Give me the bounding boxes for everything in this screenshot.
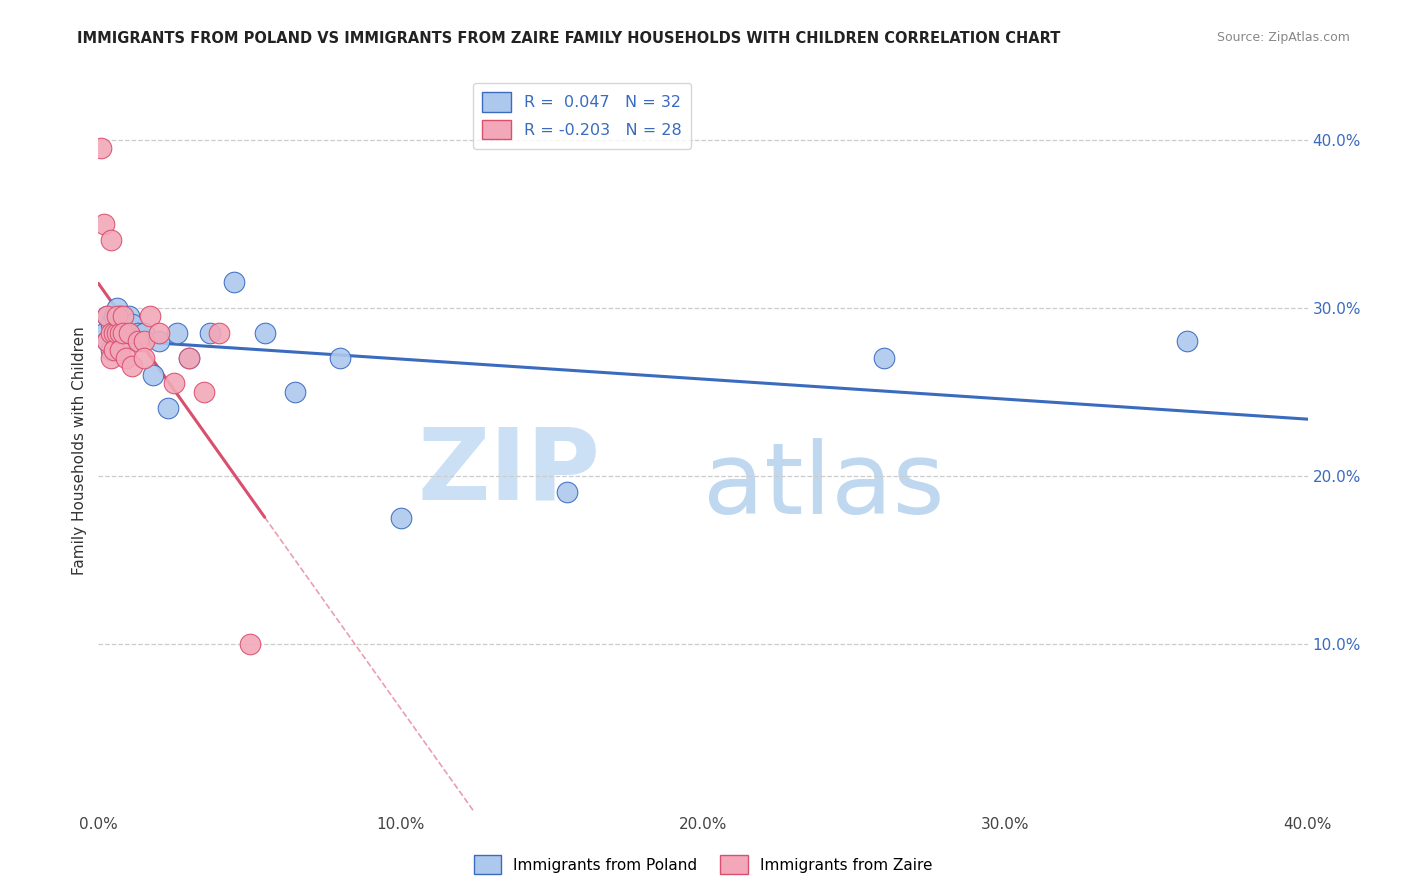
Point xyxy=(100,351,122,365)
Text: IMMIGRANTS FROM POLAND VS IMMIGRANTS FROM ZAIRE FAMILY HOUSEHOLDS WITH CHILDREN : IMMIGRANTS FROM POLAND VS IMMIGRANTS FRO… xyxy=(77,31,1060,46)
Point xyxy=(224,276,246,290)
Point xyxy=(108,326,131,340)
Point xyxy=(142,368,165,382)
Point xyxy=(118,326,141,340)
Point xyxy=(200,326,222,340)
Point xyxy=(121,318,143,332)
Point xyxy=(103,343,125,357)
Point xyxy=(163,376,186,391)
Point xyxy=(103,309,125,323)
Point xyxy=(93,217,115,231)
Point xyxy=(105,309,128,323)
Point xyxy=(132,334,155,349)
Text: Source: ZipAtlas.com: Source: ZipAtlas.com xyxy=(1216,31,1350,45)
Point xyxy=(1175,334,1198,349)
Point xyxy=(108,343,131,357)
Y-axis label: Family Households with Children: Family Households with Children xyxy=(72,326,87,574)
Point xyxy=(100,343,122,357)
Point xyxy=(118,326,141,340)
Point xyxy=(108,318,131,332)
Point xyxy=(114,351,136,365)
Point xyxy=(132,351,155,365)
Legend: R =  0.047   N = 32, R = -0.203   N = 28: R = 0.047 N = 32, R = -0.203 N = 28 xyxy=(472,83,692,149)
Point xyxy=(100,326,122,340)
Text: ZIP: ZIP xyxy=(418,424,600,521)
Point xyxy=(96,309,118,323)
Point xyxy=(114,334,136,349)
Point xyxy=(96,334,118,349)
Point xyxy=(127,334,149,349)
Point xyxy=(90,141,112,155)
Point xyxy=(179,351,201,365)
Point xyxy=(100,318,122,332)
Point xyxy=(873,351,896,365)
Text: atlas: atlas xyxy=(703,438,945,535)
Point xyxy=(103,326,125,340)
Point xyxy=(148,326,170,340)
Point xyxy=(127,326,149,340)
Point xyxy=(105,326,128,340)
Point xyxy=(208,326,231,340)
Point xyxy=(284,384,307,399)
Point xyxy=(239,637,262,651)
Point xyxy=(193,384,215,399)
Point xyxy=(166,326,188,340)
Point xyxy=(111,326,134,340)
Point xyxy=(148,334,170,349)
Point xyxy=(111,309,134,323)
Point xyxy=(93,326,115,340)
Point xyxy=(100,234,122,248)
Point xyxy=(329,351,352,365)
Point xyxy=(389,510,412,524)
Point xyxy=(555,485,578,500)
Point xyxy=(111,326,134,340)
Point xyxy=(103,326,125,340)
Point xyxy=(156,401,179,416)
Point xyxy=(96,309,118,323)
Point xyxy=(118,309,141,323)
Legend: Immigrants from Poland, Immigrants from Zaire: Immigrants from Poland, Immigrants from … xyxy=(467,849,939,880)
Point xyxy=(253,326,276,340)
Point xyxy=(108,309,131,323)
Point xyxy=(105,301,128,315)
Point xyxy=(121,359,143,374)
Point xyxy=(179,351,201,365)
Point xyxy=(139,309,162,323)
Point xyxy=(105,326,128,340)
Point xyxy=(132,326,155,340)
Point xyxy=(96,334,118,349)
